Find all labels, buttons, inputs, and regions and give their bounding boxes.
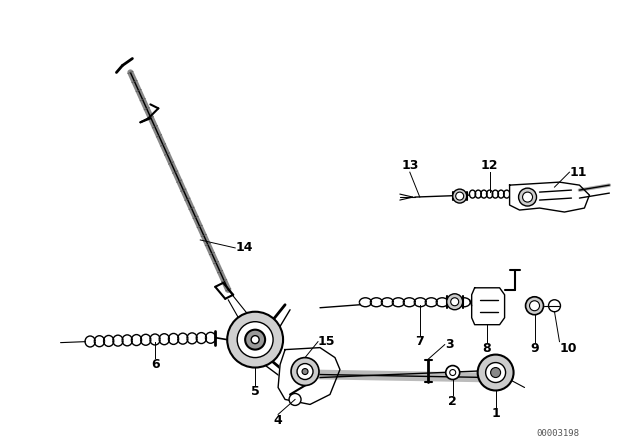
Circle shape [447,294,463,310]
Circle shape [237,322,273,358]
Text: 7: 7 [415,335,424,348]
Text: 6: 6 [151,358,159,370]
Circle shape [227,312,283,367]
Text: 10: 10 [559,342,577,355]
Text: 15: 15 [318,335,335,348]
Text: 11: 11 [570,166,587,179]
Text: 13: 13 [401,159,419,172]
Circle shape [291,358,319,385]
Circle shape [477,355,513,391]
Circle shape [445,366,460,379]
Text: 14: 14 [235,241,253,254]
Circle shape [456,192,464,200]
Circle shape [525,297,543,314]
Text: 3: 3 [445,338,453,351]
Text: 00003198: 00003198 [536,429,579,438]
Circle shape [522,192,532,202]
Circle shape [486,362,506,383]
Circle shape [251,336,259,344]
Circle shape [518,188,536,206]
Text: 4: 4 [274,414,282,427]
Circle shape [289,393,301,405]
Text: 1: 1 [492,407,500,420]
Polygon shape [509,182,589,212]
Circle shape [245,330,265,349]
Polygon shape [278,348,340,405]
Circle shape [451,298,459,306]
Circle shape [491,367,500,378]
Circle shape [297,364,313,379]
Text: 8: 8 [483,342,491,355]
Text: 5: 5 [251,384,259,397]
Text: 2: 2 [449,396,457,409]
Circle shape [529,301,540,311]
Polygon shape [472,288,504,325]
Circle shape [302,369,308,375]
Text: 9: 9 [530,342,539,355]
Circle shape [452,189,467,203]
Text: 12: 12 [481,159,499,172]
